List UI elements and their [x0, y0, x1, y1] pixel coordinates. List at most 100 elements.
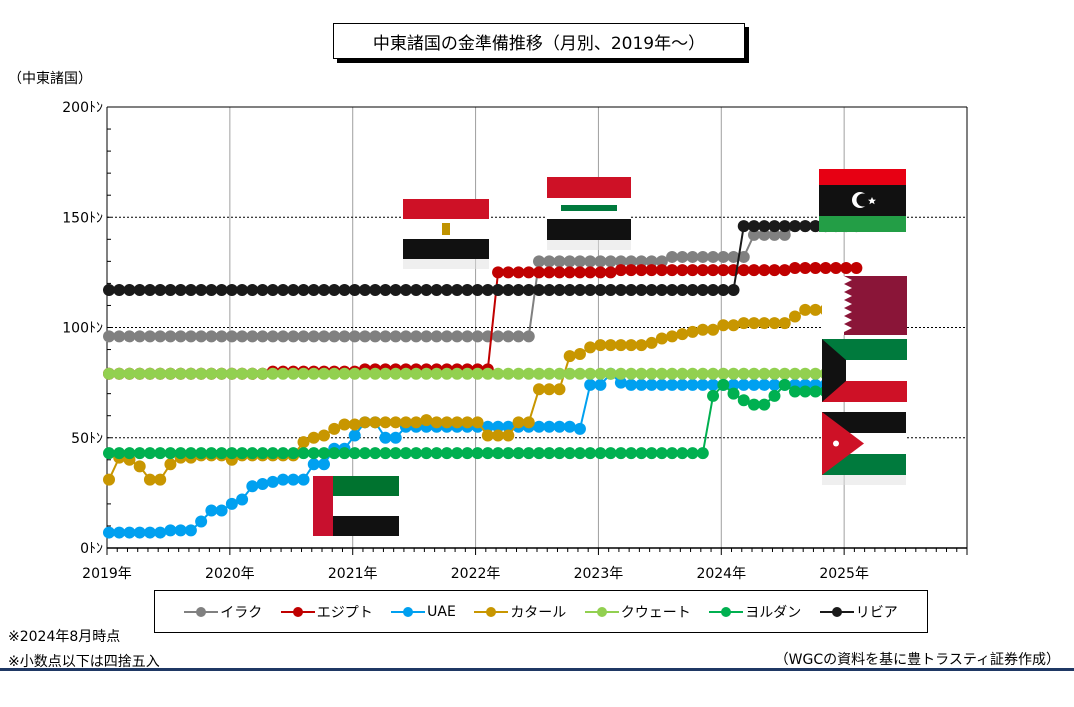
kuwait-flag-icon [822, 339, 907, 402]
legend-marker [391, 606, 426, 617]
data-point [563, 367, 576, 380]
data-point [635, 367, 648, 380]
data-point [461, 447, 474, 460]
data-point [389, 330, 402, 343]
data-point [522, 367, 535, 380]
data-point [799, 385, 812, 398]
data-point [614, 284, 627, 297]
data-point [440, 330, 453, 343]
data-point [604, 266, 617, 279]
data-point [625, 367, 638, 380]
data-point [522, 447, 535, 460]
data-point [358, 367, 371, 380]
data-point [143, 284, 156, 297]
data-point [492, 447, 505, 460]
series-ヨルダン [103, 378, 863, 460]
data-point [205, 504, 218, 517]
data-point [676, 328, 689, 341]
data-point [451, 367, 464, 380]
data-point [225, 447, 238, 460]
data-point [389, 431, 402, 444]
data-point [635, 378, 648, 391]
data-point [471, 284, 484, 297]
data-point [266, 367, 279, 380]
x-tick-label: 2024年 [696, 566, 746, 582]
data-point [512, 416, 525, 429]
data-point [676, 378, 689, 391]
data-point [205, 330, 218, 343]
data-point [758, 220, 771, 233]
data-point [543, 284, 556, 297]
data-point [748, 378, 760, 391]
data-point [277, 473, 290, 486]
data-point [737, 220, 750, 233]
data-point [420, 414, 433, 427]
data-point [707, 264, 720, 277]
data-point [563, 266, 576, 279]
data-point [205, 284, 218, 297]
data-point [492, 330, 505, 343]
data-point [563, 284, 576, 297]
series-クウェート [103, 367, 863, 380]
legend-marker [280, 606, 315, 617]
data-point [164, 330, 177, 343]
data-point [399, 447, 412, 460]
data-point [717, 319, 730, 332]
data-point [461, 367, 474, 380]
data-point [184, 524, 197, 537]
data-point [666, 447, 679, 460]
rounding-note: ※小数点以下は四捨五入 [8, 654, 160, 670]
data-point [737, 250, 750, 263]
data-point [338, 418, 351, 431]
data-point [471, 416, 484, 429]
data-point [788, 220, 801, 233]
data-point [123, 367, 136, 380]
x-tick-label: 2022年 [451, 566, 501, 582]
data-point [440, 416, 453, 429]
data-point [103, 526, 115, 539]
legend-label: UAE [427, 603, 456, 620]
data-point [113, 330, 126, 343]
data-point [215, 447, 228, 460]
data-point [655, 447, 668, 460]
data-point [461, 330, 474, 343]
data-point [389, 447, 402, 460]
data-point [533, 255, 545, 268]
data-point [696, 284, 709, 297]
data-point [481, 420, 494, 433]
data-point [277, 367, 290, 380]
data-point [522, 284, 535, 297]
data-point [113, 367, 126, 380]
data-point [103, 447, 115, 460]
data-point [277, 284, 290, 297]
data-point [748, 220, 760, 233]
data-point [266, 330, 279, 343]
data-point [399, 367, 412, 380]
data-point [420, 447, 433, 460]
data-point [451, 284, 464, 297]
data-point [103, 367, 115, 380]
series-layer [103, 206, 863, 539]
data-point [840, 261, 853, 274]
data-point [758, 398, 771, 411]
data-point [655, 255, 668, 268]
data-point [584, 367, 597, 380]
data-point [553, 367, 566, 380]
data-point [604, 339, 617, 352]
data-point [236, 330, 249, 343]
data-point [307, 431, 320, 444]
data-point [440, 447, 453, 460]
data-point [594, 378, 607, 391]
data-point [645, 264, 658, 277]
data-point [328, 284, 341, 297]
data-point [451, 416, 464, 429]
data-point [522, 266, 535, 279]
data-point [788, 310, 801, 323]
data-point [625, 264, 638, 277]
data-point [236, 493, 249, 506]
data-point [809, 303, 822, 316]
data-point [389, 416, 402, 429]
data-point [195, 330, 208, 343]
data-point [522, 330, 535, 343]
data-point [655, 378, 668, 391]
